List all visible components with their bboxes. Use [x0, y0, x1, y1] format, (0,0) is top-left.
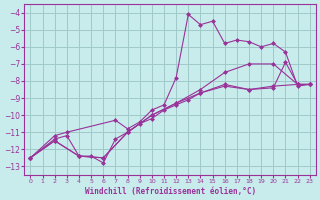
X-axis label: Windchill (Refroidissement éolien,°C): Windchill (Refroidissement éolien,°C) — [84, 187, 256, 196]
